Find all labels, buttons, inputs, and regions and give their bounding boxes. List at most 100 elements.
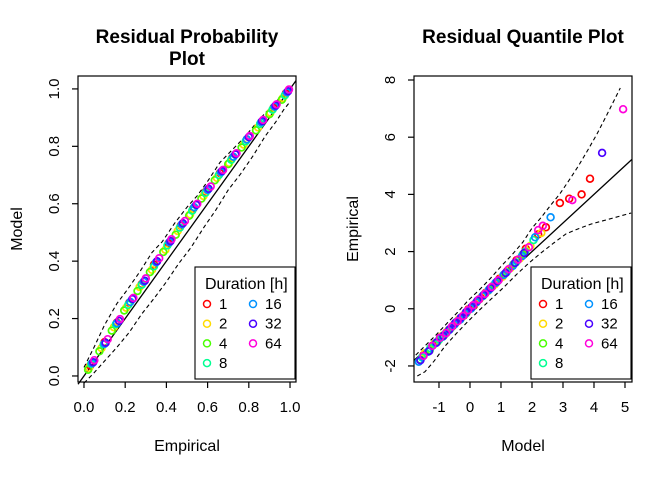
left-scatter-point-duration-64 — [129, 293, 138, 303]
left-scatter-point-duration-4 — [159, 247, 168, 257]
right-scatter-point-duration-1 — [555, 198, 565, 208]
left-legend-entry-circle-8 — [202, 358, 212, 368]
left-x-tick-label: 0.2 — [115, 399, 136, 416]
right-scatter-point-duration-64 — [538, 221, 548, 231]
right-legend-entry-circle-64 — [584, 339, 594, 348]
right-legend-entry-circle-4 — [538, 339, 548, 348]
right-plot-title: Residual Quantile Plot — [422, 27, 624, 48]
left-scatter-point-duration-64 — [272, 100, 281, 109]
left-legend-entry-label: 64 — [265, 335, 282, 352]
right-scatter-point-duration-32 — [493, 277, 502, 286]
right-legend-entry-circle-1 — [538, 299, 548, 309]
right-x-tick-label: 1 — [497, 399, 505, 416]
right-legend-entry-label: 2 — [555, 316, 563, 333]
left-scatter-point-duration-64 — [141, 274, 151, 283]
right-scatter-point-duration-16 — [530, 233, 540, 242]
left-legend-entry-circle-64 — [248, 339, 258, 348]
left-legend-entry-circle-2 — [202, 319, 212, 328]
right-scatter-point-duration-64 — [435, 333, 445, 343]
right-y-tick-label: 6 — [382, 133, 399, 141]
left-scatter-point-duration-4 — [95, 347, 104, 356]
right-x-tick-label: 4 — [590, 399, 598, 416]
right-legend-entry-circle-16 — [584, 299, 594, 309]
right-scatter-point-duration-1 — [585, 174, 595, 183]
left-plot-title: Residual Probability Plot — [95, 27, 279, 70]
right-x-tick-label: -1 — [432, 399, 445, 416]
right-scatter-point-duration-64 — [474, 295, 483, 304]
left-y-tick-label: 0.4 — [46, 251, 63, 272]
right-scatter-point-duration-32 — [479, 290, 488, 300]
left-legend-box — [194, 266, 296, 380]
right-scatter-point-duration-64 — [524, 243, 534, 252]
left-scatter-point-duration-32 — [217, 166, 227, 176]
right-x-tick-label: 0 — [466, 399, 474, 416]
right-legend-entry-label: 4 — [555, 335, 563, 352]
right-scatter-point-duration-64 — [480, 289, 490, 299]
right-scatter-point-duration-64 — [533, 225, 543, 235]
right-legend-entry-circle-2 — [538, 319, 548, 328]
right-scatter-point-duration-16 — [414, 357, 424, 366]
left-scatter-point-duration-64 — [154, 254, 164, 263]
right-legend-entry-label: 32 — [601, 316, 618, 333]
right-scatter-point-duration-32 — [597, 148, 607, 158]
left-scatter-point-duration-4 — [210, 175, 220, 185]
right-scatter-point-duration-64 — [419, 351, 428, 361]
right-legend-entry-label: 1 — [555, 296, 563, 313]
left-x-tick-label: 0.6 — [197, 399, 218, 416]
left-y-tick-label: 0.6 — [46, 193, 63, 214]
left-y-tick-label: 0.8 — [46, 136, 63, 157]
left-confidence-band-upper — [83, 87, 291, 368]
right-legend-entry-label: 16 — [601, 296, 618, 313]
right-scatter-point-duration-64 — [458, 311, 468, 321]
left-y-tick-label: 0.0 — [46, 366, 63, 387]
right-plot-box — [413, 75, 633, 383]
left-scatter-point-duration-32 — [231, 150, 240, 159]
left-plot-box — [77, 75, 297, 383]
left-scatter-point-duration-64 — [180, 216, 190, 226]
left-scatter-point-duration-2 — [161, 245, 170, 254]
right-scatter-point-duration-32 — [486, 283, 495, 293]
left-scatter-point-duration-64 — [115, 314, 125, 324]
right-scatter-point-duration-64 — [441, 328, 451, 338]
left-scatter-point-duration-64 — [167, 235, 176, 244]
left-scatter-point-duration-64 — [206, 182, 215, 191]
right-y-tick-label: 4 — [382, 190, 399, 198]
right-y-tick-label: 8 — [382, 76, 399, 84]
left-y-tick-label: 0.2 — [46, 308, 63, 329]
left-scatter-point-duration-4 — [145, 267, 155, 277]
right-scatter-point-duration-64 — [463, 305, 473, 315]
right-scatter-point-duration-32 — [473, 296, 482, 306]
left-legend-entry-label: 4 — [219, 335, 227, 352]
right-scatter-point-duration-64 — [494, 275, 503, 285]
left-scatter-point-duration-4 — [133, 286, 142, 296]
left-legend-title: Duration [h] — [205, 276, 288, 293]
right-plot-xlabel: Model — [501, 438, 545, 455]
left-scatter-point-duration-4 — [251, 126, 261, 135]
left-scatter-point-duration-4 — [237, 143, 246, 152]
left-legend-entry-circle-1 — [202, 299, 212, 309]
right-scatter-point-duration-64 — [568, 195, 577, 205]
left-scatter-point-duration-4 — [119, 306, 129, 315]
right-scatter-point-duration-64 — [453, 317, 462, 326]
right-y-tick-label: -2 — [382, 359, 399, 372]
left-scatter-point-duration-4 — [197, 194, 206, 203]
right-scatter-point-duration-16 — [546, 213, 555, 222]
left-x-tick-label: 0.0 — [74, 399, 95, 416]
right-legend-entry-label: 8 — [555, 355, 563, 372]
right-x-tick-label: 2 — [528, 399, 536, 416]
left-legend-entry-label: 2 — [219, 316, 227, 333]
right-scatter-point-duration-64 — [513, 255, 523, 264]
right-legend-entry-label: 64 — [601, 335, 618, 352]
right-legend-box — [530, 266, 632, 380]
right-x-tick-label: 5 — [621, 399, 629, 416]
right-scatter-point-duration-16 — [499, 270, 508, 280]
left-scatter-point-duration-64 — [258, 115, 268, 125]
left-scatter-point-duration-4 — [107, 326, 117, 335]
left-legend-entry-label: 1 — [219, 296, 227, 313]
left-plot-xlabel: Empirical — [154, 438, 220, 455]
left-x-tick-label: 0.8 — [238, 399, 259, 416]
right-scatter-point-duration-64 — [618, 104, 628, 114]
left-scatter-point-duration-64 — [193, 199, 202, 208]
